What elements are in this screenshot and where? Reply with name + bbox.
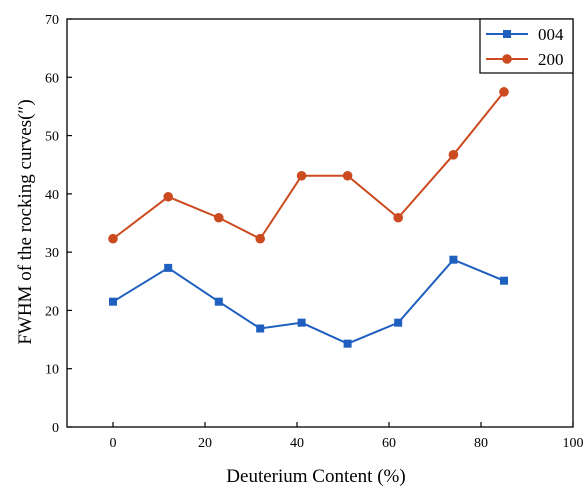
plot-frame [66,18,574,428]
data-point-004 [500,276,508,285]
data-point-004 [297,318,306,327]
plot-area-border [66,18,574,428]
y-tick-label: 40 [45,188,59,203]
data-point-200 [108,233,118,244]
data-point-004 [343,339,352,348]
y-tick-label: 20 [45,304,59,319]
x-tick-label: 0 [110,436,117,451]
data-point-200 [214,212,224,223]
data-series [108,87,509,348]
x-tick-label: 40 [290,436,304,451]
data-point-200 [499,87,509,97]
data-point-004 [394,318,403,327]
data-point-004 [109,297,117,306]
series-line-004 [112,258,505,345]
y-tick-label: 60 [45,71,59,86]
y-axis-title: FWHM of the rocking curves(″) [15,99,36,344]
legend-label-004: 004 [538,25,564,44]
x-axis-title: Deuterium Content (%) [226,466,405,487]
data-point-200 [296,170,307,181]
data-point-200 [448,150,459,160]
data-point-004 [256,324,265,333]
y-tick-label: 10 [45,363,59,378]
data-point-004 [214,297,223,306]
legend-box [479,18,574,74]
y-tick-label: 0 [52,421,59,436]
data-point-004 [164,263,173,272]
data-point-200 [342,170,353,181]
data-point-200 [163,191,173,202]
x-tick-label: 80 [474,436,488,451]
y-tick-label: 70 [45,13,59,28]
series-200 [108,87,509,244]
legend-label-200: 200 [538,50,564,69]
x-tick-label: 60 [382,436,396,451]
legend-marker-200 [502,54,512,64]
x-tick-label: 100 [563,436,584,451]
data-point-004 [449,255,458,264]
series-004 [109,255,508,348]
legend-marker-004 [503,30,511,38]
y-tick-label: 50 [45,130,59,145]
y-tick-label: 30 [45,246,59,261]
x-tick-label: 20 [198,436,212,451]
data-point-200 [393,212,404,223]
data-point-200 [255,233,265,244]
axis-ticks: 0 20 40 60 80 100 0 10 20 30 40 50 60 70 [45,13,584,451]
series-line-200 [112,91,505,241]
